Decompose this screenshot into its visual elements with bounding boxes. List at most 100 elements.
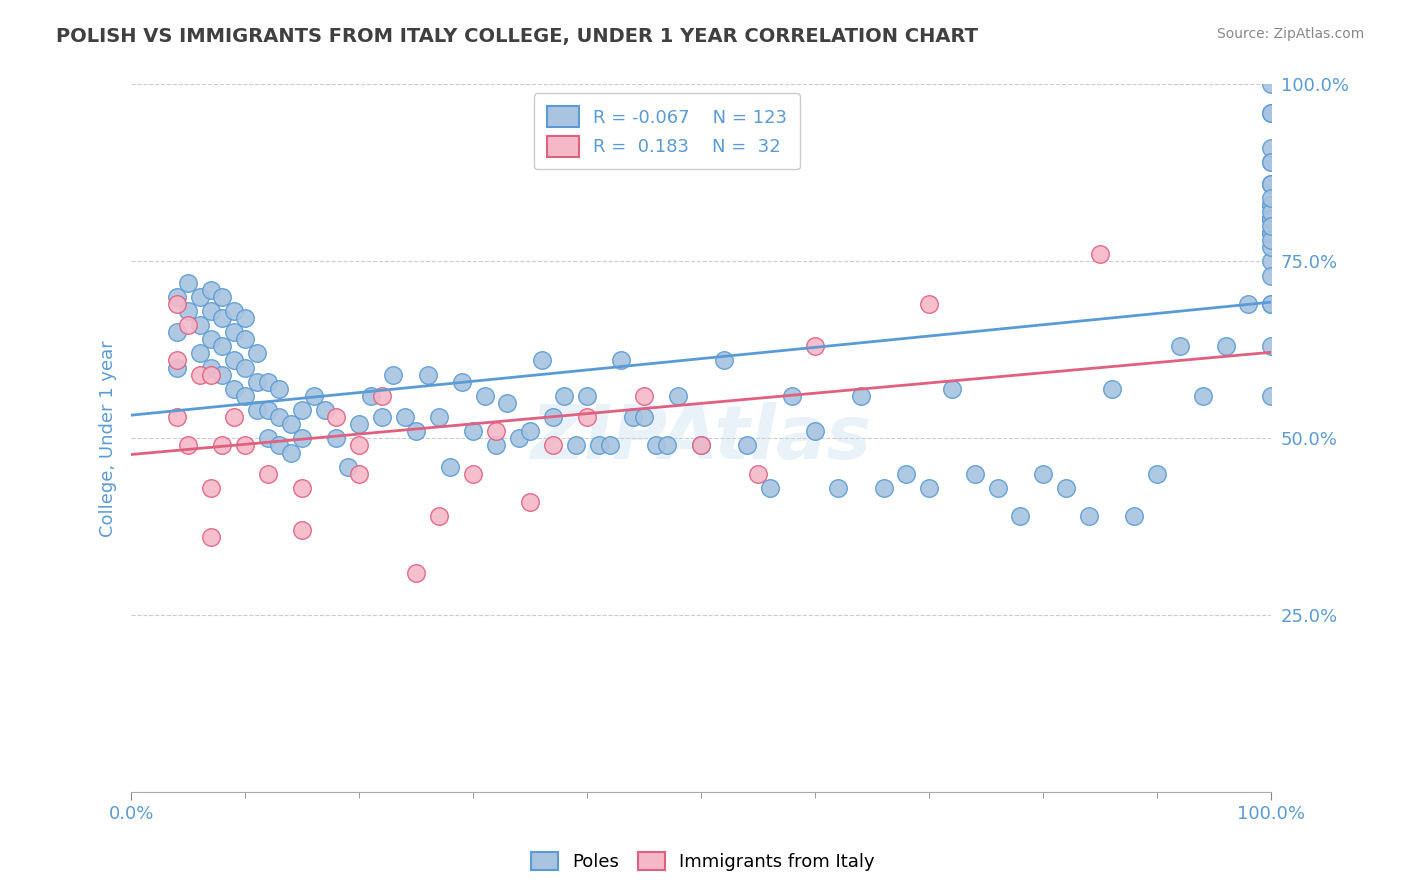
Point — [1260, 78, 1282, 92]
Point — [427, 509, 450, 524]
Point — [166, 410, 188, 425]
Point — [257, 467, 280, 481]
Point — [1260, 339, 1282, 353]
Point — [1260, 240, 1282, 254]
Point — [599, 438, 621, 452]
Point — [713, 353, 735, 368]
Point — [336, 459, 359, 474]
Point — [257, 403, 280, 417]
Point — [782, 389, 804, 403]
Point — [291, 481, 314, 495]
Point — [200, 531, 222, 545]
Point — [896, 467, 918, 481]
Point — [439, 459, 461, 474]
Point — [1215, 339, 1237, 353]
Point — [758, 481, 780, 495]
Point — [188, 318, 211, 332]
Legend: R = -0.067    N = 123, R =  0.183    N =  32: R = -0.067 N = 123, R = 0.183 N = 32 — [534, 94, 800, 169]
Point — [1260, 211, 1282, 226]
Text: Source: ZipAtlas.com: Source: ZipAtlas.com — [1216, 27, 1364, 41]
Point — [257, 431, 280, 445]
Point — [1260, 205, 1282, 219]
Point — [1168, 339, 1191, 353]
Point — [314, 403, 336, 417]
Point — [450, 375, 472, 389]
Point — [1260, 191, 1282, 205]
Point — [1077, 509, 1099, 524]
Point — [1260, 297, 1282, 311]
Point — [222, 353, 245, 368]
Point — [1260, 211, 1282, 226]
Point — [485, 425, 508, 439]
Point — [166, 297, 188, 311]
Point — [1260, 177, 1282, 191]
Point — [1260, 141, 1282, 155]
Point — [872, 481, 894, 495]
Point — [1032, 467, 1054, 481]
Point — [849, 389, 872, 403]
Point — [1146, 467, 1168, 481]
Point — [541, 410, 564, 425]
Point — [918, 481, 941, 495]
Point — [666, 389, 689, 403]
Point — [827, 481, 849, 495]
Point — [496, 396, 519, 410]
Point — [394, 410, 416, 425]
Point — [1010, 509, 1032, 524]
Point — [269, 438, 291, 452]
Point — [621, 410, 644, 425]
Point — [1054, 481, 1077, 495]
Point — [360, 389, 382, 403]
Point — [222, 325, 245, 339]
Point — [463, 467, 485, 481]
Point — [200, 304, 222, 318]
Point — [576, 410, 599, 425]
Point — [633, 410, 655, 425]
Point — [371, 410, 394, 425]
Point — [246, 403, 269, 417]
Point — [1260, 268, 1282, 283]
Point — [463, 425, 485, 439]
Point — [610, 353, 633, 368]
Point — [588, 438, 610, 452]
Point — [280, 417, 302, 432]
Point — [166, 353, 188, 368]
Text: POLISH VS IMMIGRANTS FROM ITALY COLLEGE, UNDER 1 YEAR CORRELATION CHART: POLISH VS IMMIGRANTS FROM ITALY COLLEGE,… — [56, 27, 979, 45]
Point — [233, 332, 256, 346]
Point — [644, 438, 666, 452]
Point — [1123, 509, 1146, 524]
Point — [1260, 226, 1282, 240]
Point — [1101, 382, 1123, 396]
Point — [1260, 233, 1282, 247]
Point — [405, 566, 427, 580]
Point — [1260, 297, 1282, 311]
Point — [325, 410, 347, 425]
Point — [485, 438, 508, 452]
Point — [211, 290, 233, 304]
Point — [382, 368, 405, 382]
Point — [1260, 254, 1282, 268]
Point — [1260, 155, 1282, 169]
Point — [690, 438, 713, 452]
Point — [233, 389, 256, 403]
Point — [166, 290, 188, 304]
Point — [427, 410, 450, 425]
Point — [233, 360, 256, 375]
Point — [747, 467, 769, 481]
Point — [963, 467, 986, 481]
Point — [200, 368, 222, 382]
Point — [200, 332, 222, 346]
Point — [1260, 155, 1282, 169]
Point — [553, 389, 575, 403]
Point — [280, 445, 302, 459]
Point — [1191, 389, 1213, 403]
Point — [1260, 219, 1282, 233]
Point — [211, 438, 233, 452]
Point — [405, 425, 427, 439]
Point — [257, 375, 280, 389]
Point — [291, 431, 314, 445]
Point — [690, 438, 713, 452]
Point — [200, 481, 222, 495]
Point — [177, 318, 200, 332]
Point — [1260, 211, 1282, 226]
